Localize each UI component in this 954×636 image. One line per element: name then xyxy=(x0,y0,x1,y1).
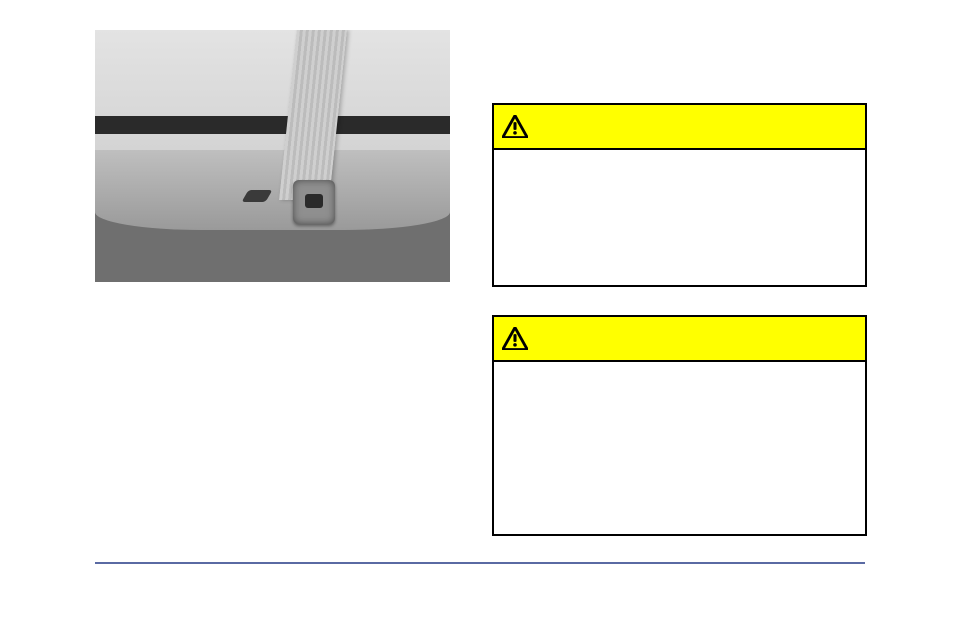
caution-box-2: CAUTION: Do not secure a child restraint… xyxy=(492,315,867,536)
right-column: Your vehicle's LATCH anchor system may a… xyxy=(492,38,867,564)
photo-seatbelt-anchor xyxy=(95,30,450,282)
caution-body-1: If a top strap-equipped child restraint … xyxy=(494,150,865,285)
footer-rule xyxy=(95,562,865,564)
right-intro: Your vehicle's LATCH anchor system may a… xyxy=(492,52,867,93)
warning-triangle-icon xyxy=(502,327,528,350)
page-number: 1-66 xyxy=(95,573,121,588)
caution-box-1: CAUTION: If a top strap-equipped child r… xyxy=(492,103,867,287)
manual-page: Some child restraints that have a top st… xyxy=(0,0,954,636)
caution-header-1: CAUTION: xyxy=(494,105,865,150)
photo-trim-stripe xyxy=(95,116,450,134)
caution-label-1: CAUTION: xyxy=(534,115,616,138)
latch-heading: Lower Anchorages and Top Tethers for Chi… xyxy=(95,508,450,544)
left-paragraph-1: Some child restraints that have a top st… xyxy=(95,310,450,411)
caution-header-2: CAUTION: xyxy=(494,317,865,362)
photo-seatbelt-clip xyxy=(293,180,335,224)
left-paragraph-2: If your child restraint has a top strap,… xyxy=(95,439,450,480)
photo-sill xyxy=(95,150,450,230)
caution-body-2: Do not secure a child restraint in a pos… xyxy=(494,362,865,534)
left-column: Some child restraints that have a top st… xyxy=(95,30,450,627)
warning-triangle-icon xyxy=(502,115,528,138)
caution-label-2: CAUTION: xyxy=(534,327,616,350)
left-paragraph-3: Use the LATCH system instead of the vehi… xyxy=(95,572,450,613)
